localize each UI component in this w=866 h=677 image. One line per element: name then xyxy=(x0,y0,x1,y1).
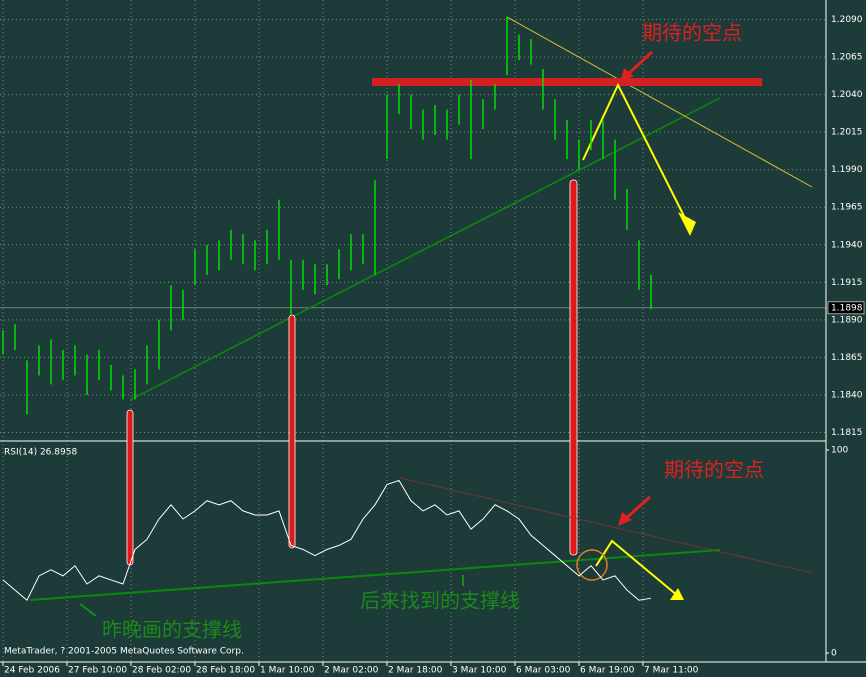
footer: MetaTrader, ? 2001-2005 MetaQuotes Softw… xyxy=(4,647,244,657)
marker xyxy=(569,179,578,556)
y-tick-label: 0 xyxy=(831,649,837,659)
x-tick-label: 28 Feb 02:00 xyxy=(132,666,191,676)
y-tick-label: 1.1915 xyxy=(831,278,863,288)
price-label-box xyxy=(827,301,865,315)
y-tick-label: 1.1890 xyxy=(831,315,863,325)
trend-line xyxy=(506,16,813,188)
arrow xyxy=(623,495,651,522)
arrow-head xyxy=(678,212,696,236)
rsi-line xyxy=(2,479,652,602)
x-tick-label: 7 Mar 11:00 xyxy=(644,666,699,676)
y-tick-label: 1.2040 xyxy=(831,90,863,100)
support-line xyxy=(129,97,721,401)
y-tick-label: 1.1865 xyxy=(831,353,863,363)
resistance-band xyxy=(372,78,762,86)
marker xyxy=(288,314,296,549)
y-tick-label: 1.1940 xyxy=(831,240,863,250)
x-tick-label: 27 Feb 10:00 xyxy=(68,666,127,676)
annotation: 昨晚画的支撑线 xyxy=(102,618,242,642)
arrow-head xyxy=(618,512,632,526)
trend-line xyxy=(399,477,813,574)
annotation: 后来找到的支撑线 xyxy=(360,589,520,613)
x-tick-label: 28 Feb 18:00 xyxy=(196,666,255,676)
y-tick-label: 1.1840 xyxy=(831,390,863,400)
y-tick-label: 1.1965 xyxy=(831,203,863,213)
projection xyxy=(595,539,679,597)
y-tick-label: 1.1815 xyxy=(831,428,863,438)
drawing-layer xyxy=(0,0,826,662)
x-tick-label: 6 Mar 03:00 xyxy=(516,666,571,676)
indicator-title: RSI(14) 26.8958 xyxy=(4,448,77,458)
y-tick-label: 1.2065 xyxy=(831,53,863,63)
arrow xyxy=(624,50,654,78)
highlight xyxy=(576,549,608,581)
y-tick-label: 1.1990 xyxy=(831,165,863,175)
x-tick-label: 2 Mar 18:00 xyxy=(388,666,443,676)
x-tick-label: 24 Feb 2006 xyxy=(4,666,60,676)
y-tick-label: 1.2015 xyxy=(831,128,863,138)
current-price-label: 1.1898 xyxy=(831,303,863,313)
x-tick-label: 3 Mar 10:00 xyxy=(452,666,507,676)
projection xyxy=(582,82,691,229)
x-tick-label: 6 Mar 19:00 xyxy=(580,666,635,676)
arrow-head xyxy=(670,588,684,600)
y-tick-label: 1.2090 xyxy=(831,15,863,25)
arrow-head xyxy=(620,68,634,82)
annotation: 期待的空点 xyxy=(664,458,764,482)
y-tick-label: 100 xyxy=(831,446,848,456)
x-tick-label: 2 Mar 02:00 xyxy=(324,666,379,676)
arrow xyxy=(79,603,97,617)
x-tick-label: 1 Mar 10:00 xyxy=(260,666,315,676)
annotation: 期待的空点 xyxy=(642,21,742,45)
marker xyxy=(126,409,134,566)
